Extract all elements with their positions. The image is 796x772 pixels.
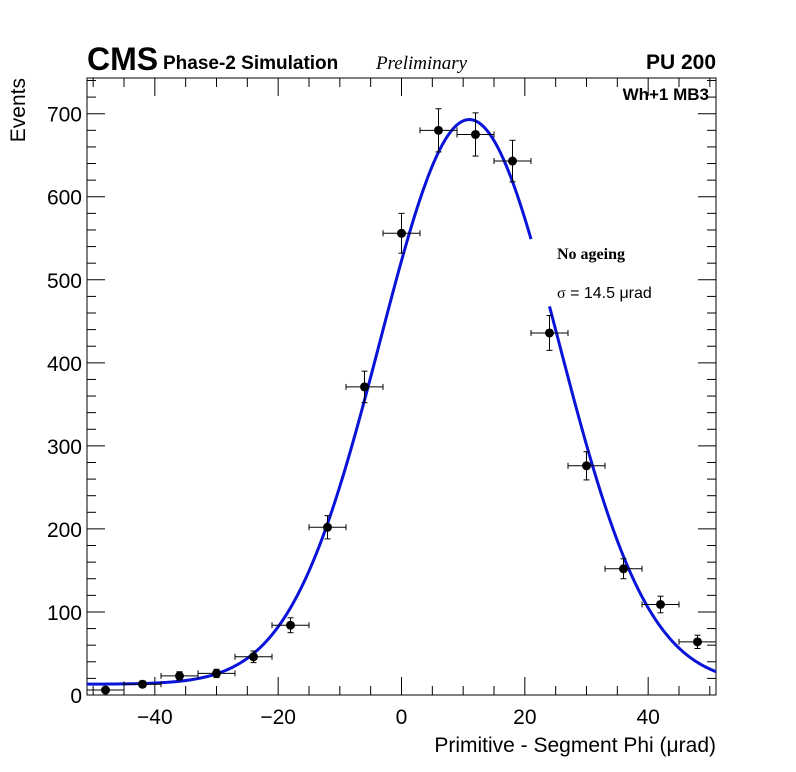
y-tick-label: 100 bbox=[47, 602, 82, 625]
sigma-label: σ = 14.5 μrad bbox=[557, 285, 652, 302]
y-tick-label: 700 bbox=[47, 104, 82, 127]
marker bbox=[656, 599, 665, 609]
cms-label: CMS bbox=[87, 41, 158, 77]
fit-curve bbox=[548, 306, 717, 674]
data-point bbox=[86, 685, 125, 695]
y-tick-label: 500 bbox=[47, 270, 82, 293]
marker bbox=[434, 125, 443, 135]
data-points bbox=[86, 108, 717, 695]
marker bbox=[619, 564, 628, 574]
marker bbox=[508, 156, 517, 166]
data-point bbox=[382, 212, 421, 254]
sigma-symbol: σ bbox=[557, 285, 566, 302]
marker bbox=[360, 382, 369, 392]
data-point bbox=[123, 679, 162, 689]
x-tick-label: −20 bbox=[260, 706, 296, 729]
marker bbox=[286, 620, 295, 630]
simulation-label: Phase-2 Simulation bbox=[163, 53, 338, 74]
y-tick-label: 0 bbox=[70, 685, 82, 708]
marker bbox=[249, 652, 258, 662]
marker bbox=[471, 129, 480, 139]
fit-curve bbox=[87, 118, 533, 686]
data-point bbox=[234, 650, 273, 664]
y-tick-label: 600 bbox=[47, 187, 82, 210]
marker bbox=[212, 668, 221, 678]
data-point bbox=[530, 314, 569, 351]
marker bbox=[582, 461, 591, 471]
x-tick-label: 20 bbox=[513, 706, 536, 729]
y-tick-label: 200 bbox=[47, 519, 82, 542]
marker bbox=[397, 228, 406, 238]
marker bbox=[138, 679, 147, 689]
y-tick-label: 300 bbox=[47, 436, 82, 459]
y-tick-label: 400 bbox=[47, 353, 82, 376]
marker bbox=[693, 637, 702, 647]
x-tick-label: −40 bbox=[137, 706, 173, 729]
x-tick-label: 0 bbox=[396, 706, 408, 729]
x-axis-label: Primitive - Segment Phi (μrad) bbox=[434, 734, 716, 757]
x-tick-label: 40 bbox=[636, 706, 659, 729]
data-point bbox=[419, 108, 458, 153]
sigma-value: = 14.5 μrad bbox=[566, 285, 652, 302]
frame bbox=[86, 77, 717, 696]
marker bbox=[101, 685, 110, 695]
marker bbox=[175, 671, 184, 681]
axis-ticks bbox=[87, 78, 716, 696]
pileup-label: PU 200 bbox=[646, 51, 716, 74]
y-axis-label: Events bbox=[7, 78, 30, 142]
marker bbox=[545, 328, 554, 338]
data-point bbox=[641, 595, 680, 614]
data-point bbox=[493, 139, 532, 183]
data-point bbox=[345, 370, 384, 404]
data-point bbox=[456, 112, 495, 157]
data-point bbox=[567, 451, 606, 481]
data-point bbox=[678, 634, 717, 649]
y-tick-labels: 0 100 200 300 400 500 600 700 bbox=[47, 104, 82, 708]
fit-curves bbox=[87, 118, 717, 686]
preliminary-label: Preliminary bbox=[375, 53, 468, 74]
x-tick-labels: −40 −20 0 20 40 bbox=[137, 706, 660, 729]
data-point bbox=[271, 617, 310, 634]
data-point bbox=[604, 558, 643, 580]
data-point bbox=[308, 515, 347, 540]
condition-label: No ageing bbox=[557, 246, 625, 263]
data-point bbox=[197, 668, 236, 679]
marker bbox=[323, 522, 332, 532]
chamber-label: Wh+1 MB3 bbox=[623, 85, 709, 104]
